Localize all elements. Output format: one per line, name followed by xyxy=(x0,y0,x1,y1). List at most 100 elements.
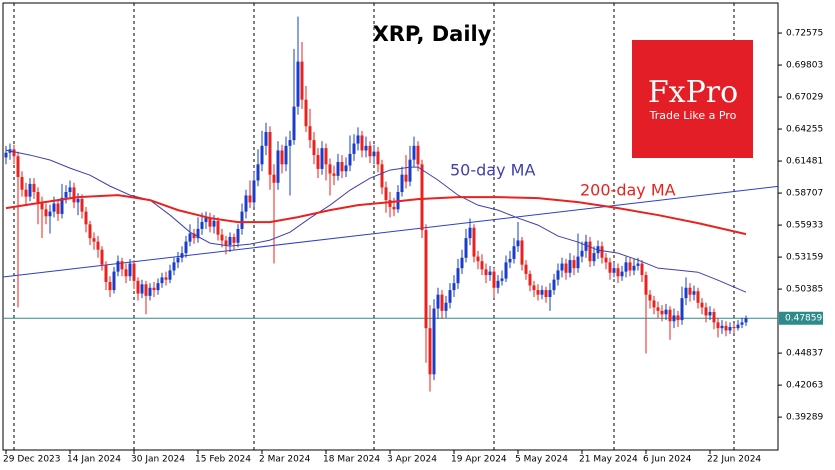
candle-body xyxy=(40,202,44,210)
logo-box xyxy=(632,40,753,158)
candle-body xyxy=(236,228,240,243)
candle-body xyxy=(312,140,316,156)
y-tick-label: 0.55933 xyxy=(786,221,823,231)
candle-body xyxy=(532,285,536,291)
logo-tagline: Trade Like a Pro xyxy=(649,109,737,122)
candle-body xyxy=(256,164,260,181)
candle-body xyxy=(244,195,248,212)
candle-body xyxy=(272,174,276,183)
candle-body xyxy=(220,234,224,241)
candle-body xyxy=(440,294,444,311)
candle-body xyxy=(672,315,676,322)
candle-body xyxy=(24,189,28,197)
candle-body xyxy=(300,61,304,100)
y-tick-label: 0.50385 xyxy=(786,285,823,295)
candle-body xyxy=(384,187,388,201)
candle-body xyxy=(344,165,348,172)
candle-body xyxy=(328,164,332,174)
candle-body xyxy=(528,273,532,286)
candle-body xyxy=(692,291,696,295)
candle-body xyxy=(96,241,100,250)
x-tick-label: 6 Jun 2024 xyxy=(643,455,692,465)
candle-body xyxy=(688,287,692,295)
x-tick-label: 29 Dec 2023 xyxy=(3,455,61,465)
x-tick-label: 3 Apr 2024 xyxy=(387,455,437,465)
candle-body xyxy=(148,287,152,296)
candle-body xyxy=(32,183,36,192)
moving-average xyxy=(5,149,747,293)
candle-body xyxy=(144,284,148,296)
candle-body xyxy=(204,217,208,222)
candle-body xyxy=(696,291,700,303)
candle-body xyxy=(600,246,604,258)
y-tick-label: 0.64255 xyxy=(786,125,823,135)
candle-body xyxy=(172,262,176,271)
candle-body xyxy=(612,268,616,273)
candle-body xyxy=(240,211,244,229)
candle-body xyxy=(556,270,560,280)
candle-body xyxy=(456,268,460,284)
candle-body xyxy=(80,198,84,212)
x-tick-label: 2 Mar 2024 xyxy=(259,455,311,465)
candle-body xyxy=(632,265,636,271)
candle-body xyxy=(88,224,92,239)
candle-body xyxy=(112,271,116,291)
candle-body xyxy=(224,240,228,246)
y-tick-label: 0.72575 xyxy=(786,29,823,39)
candle-body xyxy=(16,156,20,177)
candle-body xyxy=(132,263,136,281)
candle-body xyxy=(276,150,280,183)
candle-body xyxy=(472,227,476,257)
moving-average xyxy=(5,194,747,236)
candle-body xyxy=(28,183,32,197)
candle-body xyxy=(548,290,552,297)
candle-body xyxy=(652,300,656,308)
candle-body xyxy=(188,233,192,242)
candle-body xyxy=(628,262,632,271)
candle-body xyxy=(492,271,496,288)
candle-body xyxy=(592,253,596,262)
candle-body xyxy=(704,307,708,316)
candle-body xyxy=(476,256,480,262)
candle-body xyxy=(480,261,484,270)
candle-body xyxy=(680,298,684,321)
candle-body xyxy=(168,270,172,280)
candle-body xyxy=(352,143,356,154)
candle-body xyxy=(200,222,204,229)
candle-body xyxy=(180,253,184,258)
candle-body xyxy=(408,159,412,182)
candle-body xyxy=(128,263,132,277)
candle-body xyxy=(316,155,320,169)
logo: FxPro Trade Like a Pro xyxy=(632,40,753,158)
candle-body xyxy=(12,149,16,157)
candle-body xyxy=(72,187,76,203)
candle-body xyxy=(452,283,456,291)
candle-body xyxy=(208,217,212,227)
candle-body xyxy=(468,227,472,239)
candle-body xyxy=(572,260,576,269)
candle-body xyxy=(540,290,544,295)
candle-body xyxy=(576,256,580,269)
candle-body xyxy=(496,280,500,288)
y-tick-label: 0.69803 xyxy=(786,61,823,71)
last-price-box xyxy=(779,311,823,325)
candle-body xyxy=(212,220,216,227)
candle-body xyxy=(608,262,612,273)
x-tick-label: 19 Apr 2024 xyxy=(451,455,507,465)
candle-body xyxy=(736,324,740,329)
x-tick-label: 15 Feb 2024 xyxy=(195,455,251,465)
x-tick-label: 30 Jan 2024 xyxy=(131,455,185,465)
candle-body xyxy=(524,264,528,274)
candle-body xyxy=(20,177,24,190)
candle-body xyxy=(436,294,440,309)
candle-body xyxy=(68,187,72,192)
x-tick-label: 5 May 2024 xyxy=(515,455,568,465)
candle-body xyxy=(544,290,548,297)
candle-body xyxy=(192,233,196,239)
candle-body xyxy=(348,153,352,166)
candle-body xyxy=(616,268,620,277)
candle-body xyxy=(552,279,556,291)
candle-body xyxy=(228,237,232,246)
candle-body xyxy=(388,200,392,207)
